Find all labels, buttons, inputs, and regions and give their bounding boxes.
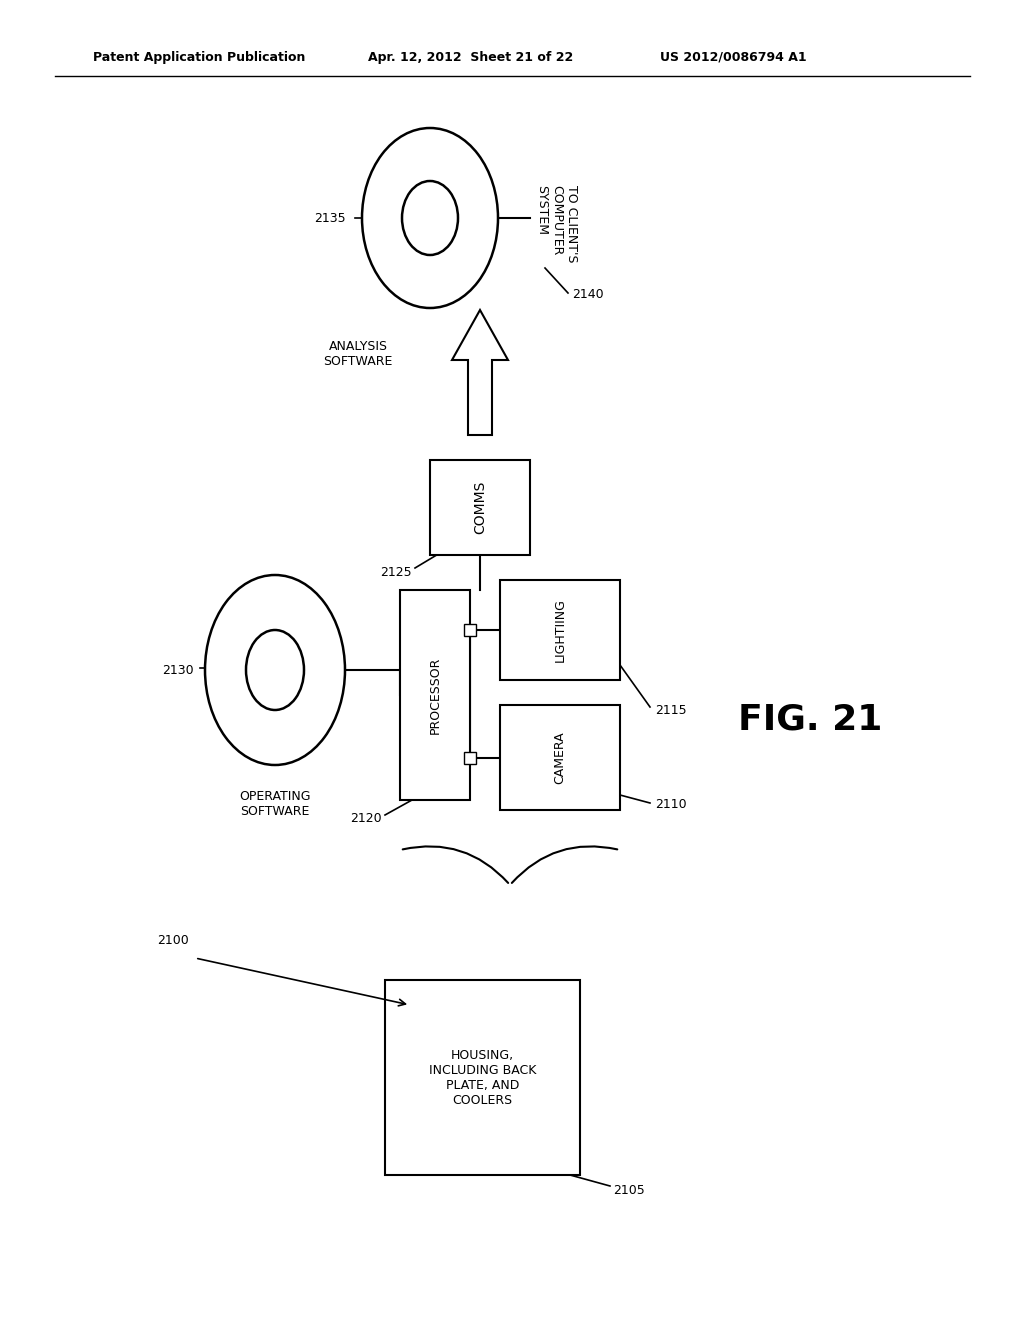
Ellipse shape bbox=[205, 576, 345, 766]
Bar bbox=[400, 590, 470, 800]
Text: LIGHTIING: LIGHTIING bbox=[554, 598, 566, 661]
Text: 2110: 2110 bbox=[655, 799, 687, 812]
Ellipse shape bbox=[402, 181, 458, 255]
Text: 2115: 2115 bbox=[655, 704, 687, 717]
Text: COMMS: COMMS bbox=[473, 480, 487, 535]
Ellipse shape bbox=[246, 630, 304, 710]
Text: OPERATING
SOFTWARE: OPERATING SOFTWARE bbox=[240, 789, 310, 818]
Text: HOUSING,
INCLUDING BACK
PLATE, AND
COOLERS: HOUSING, INCLUDING BACK PLATE, AND COOLE… bbox=[429, 1048, 537, 1106]
Text: 2125: 2125 bbox=[380, 566, 412, 579]
Text: Patent Application Publication: Patent Application Publication bbox=[93, 50, 305, 63]
Bar bbox=[500, 705, 620, 810]
Text: CAMERA: CAMERA bbox=[554, 731, 566, 784]
Text: 2105: 2105 bbox=[613, 1184, 645, 1196]
Text: FIG. 21: FIG. 21 bbox=[738, 704, 883, 737]
Text: 2100: 2100 bbox=[157, 933, 188, 946]
Text: Apr. 12, 2012  Sheet 21 of 22: Apr. 12, 2012 Sheet 21 of 22 bbox=[368, 50, 573, 63]
Ellipse shape bbox=[362, 128, 498, 308]
Text: 2130: 2130 bbox=[162, 664, 194, 676]
Bar bbox=[464, 624, 476, 636]
Polygon shape bbox=[452, 310, 508, 436]
Bar bbox=[385, 979, 580, 1175]
Text: PROCESSOR: PROCESSOR bbox=[428, 656, 441, 734]
Text: TO CLIENT'S
COMPUTER
SYSTEM: TO CLIENT'S COMPUTER SYSTEM bbox=[535, 185, 578, 263]
Bar bbox=[500, 579, 620, 680]
Text: ANALYSIS
SOFTWARE: ANALYSIS SOFTWARE bbox=[324, 341, 392, 368]
Text: US 2012/0086794 A1: US 2012/0086794 A1 bbox=[660, 50, 807, 63]
Text: 2140: 2140 bbox=[572, 289, 603, 301]
Text: 2120: 2120 bbox=[350, 812, 382, 825]
Text: 2135: 2135 bbox=[314, 211, 346, 224]
Bar bbox=[430, 459, 530, 554]
Bar bbox=[464, 751, 476, 763]
